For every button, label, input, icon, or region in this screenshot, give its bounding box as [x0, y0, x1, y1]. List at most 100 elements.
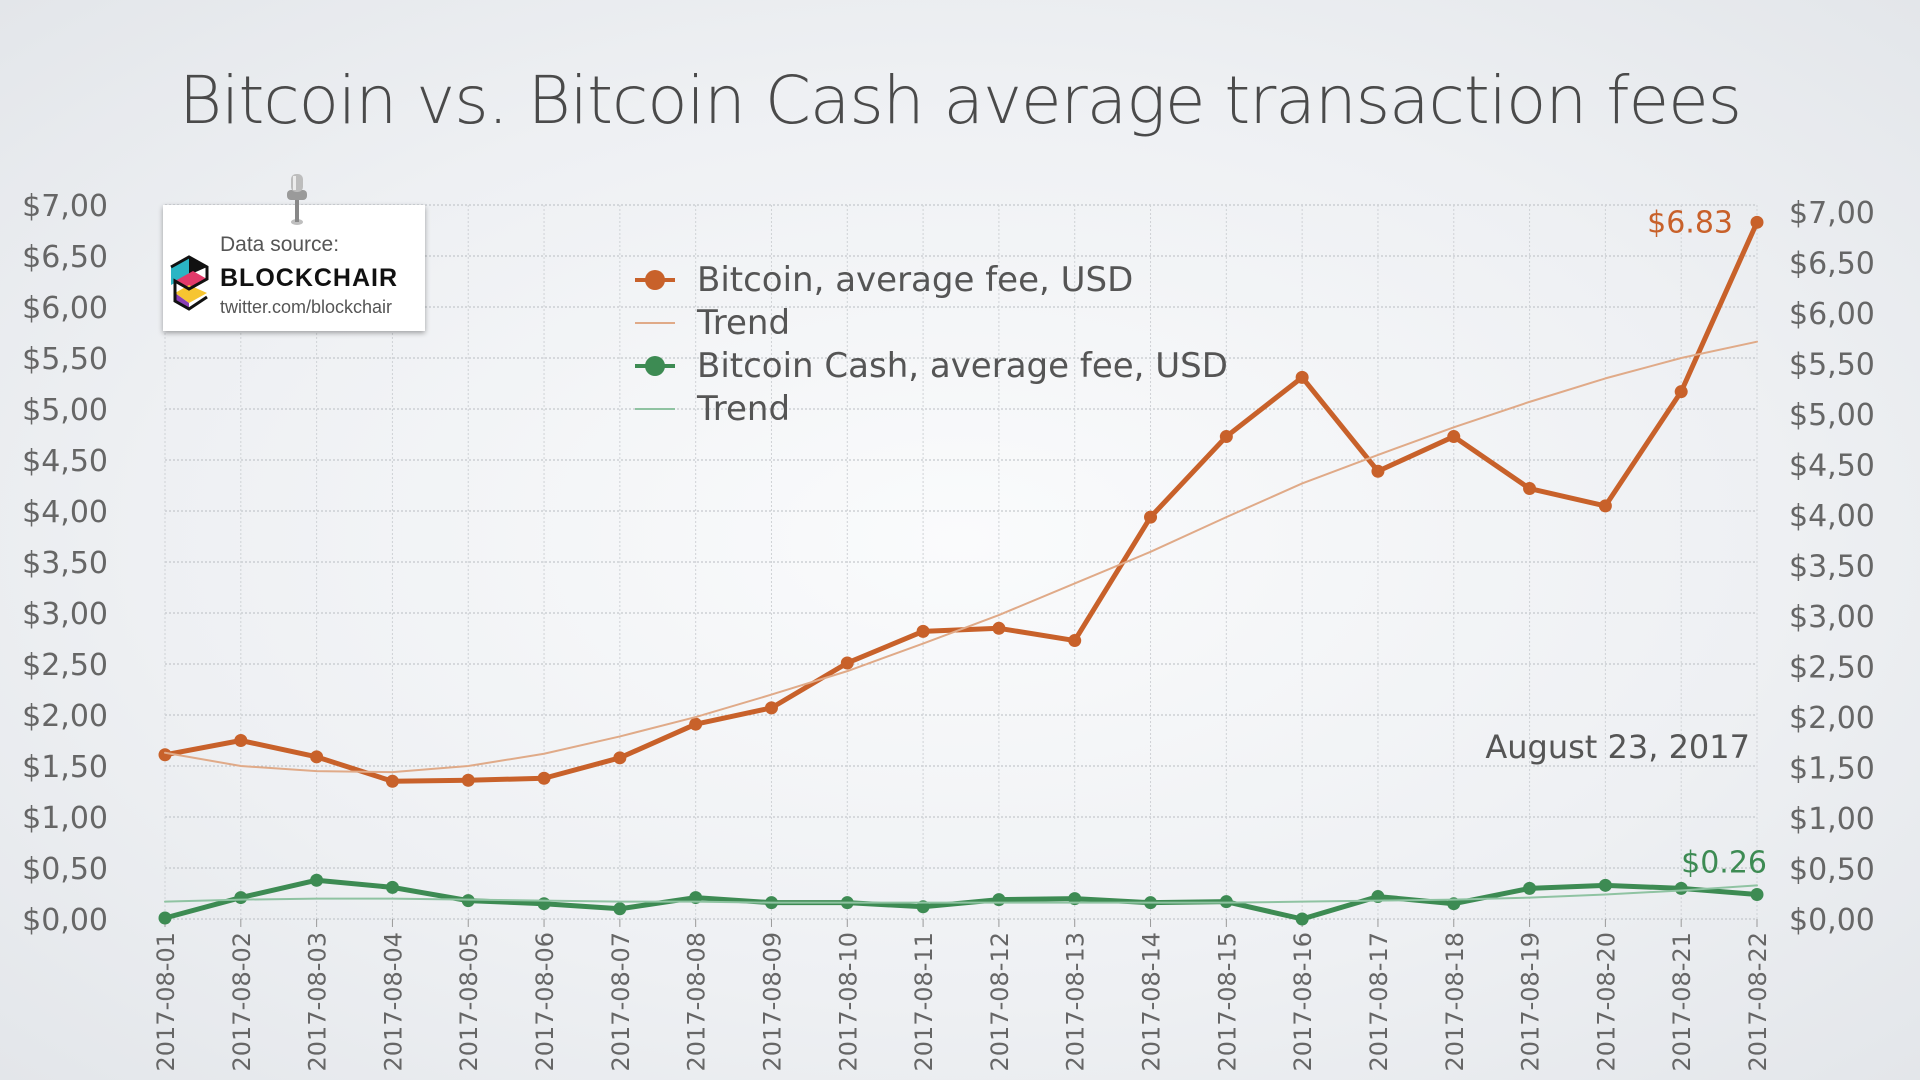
x-tick-label: 2017-08-18	[1441, 932, 1469, 1071]
bitcoin-last-value-label: $6.83	[1647, 205, 1733, 240]
y-tick-label-right: $2,00	[1789, 701, 1875, 736]
x-tick-label: 2017-08-03	[304, 932, 332, 1071]
data-point-series-0	[689, 717, 703, 731]
data-point-series-0	[310, 750, 324, 764]
trend-line-1	[164, 340, 1758, 774]
legend-line-bitcoin-cash-trend	[635, 407, 675, 410]
x-tick-label: 2017-08-09	[758, 932, 786, 1071]
data-point-series-0	[916, 624, 930, 638]
x-tick-label: 2017-08-17	[1365, 932, 1393, 1071]
y-tick-label-right: $6,50	[1789, 247, 1875, 282]
y-tick-label-left: $7,00	[22, 189, 108, 224]
x-tick-label: 2017-08-14	[1138, 932, 1166, 1071]
x-tick-label: 2017-08-22	[1744, 932, 1772, 1071]
legend-item-bitcoin-trend: Trend	[635, 301, 1228, 344]
y-tick-label-right: $5,00	[1789, 398, 1875, 433]
y-tick-label-right: $1,00	[1789, 802, 1875, 837]
data-point-series-2	[158, 911, 172, 925]
y-tick-label-left: $1,50	[22, 750, 108, 785]
data-point-series-0	[234, 734, 248, 747]
data-point-series-0	[764, 701, 778, 715]
data-point-series-2	[1523, 881, 1537, 895]
data-point-series-0	[992, 621, 1006, 635]
legend-item-bitcoin-cash-trend: Trend	[635, 387, 1228, 430]
y-tick-label-left: $5,50	[22, 342, 108, 377]
x-tick-label: 2017-08-05	[455, 932, 483, 1071]
legend-marker-bitcoin	[635, 269, 675, 290]
data-point-series-2	[385, 880, 399, 894]
y-tick-label-left: $0,50	[22, 852, 108, 887]
data-point-series-0	[1371, 464, 1385, 478]
data-point-series-2	[537, 897, 551, 911]
y-tick-label-left: $3,00	[22, 597, 108, 632]
data-point-series-2	[992, 893, 1006, 907]
legend-label-bitcoin-cash-trend: Trend	[697, 388, 791, 429]
data-point-series-2	[1750, 888, 1764, 902]
y-tick-label-left: $6,50	[22, 240, 108, 275]
legend-marker-bitcoin-cash	[635, 355, 675, 376]
data-point-series-2	[1219, 895, 1233, 909]
chart-title: Bitcoin vs. Bitcoin Cash average transac…	[178, 62, 1742, 139]
x-tick-label: 2017-08-20	[1592, 932, 1620, 1071]
y-tick-label-right: $3,50	[1789, 550, 1875, 585]
x-tick-label: 2017-08-04	[379, 932, 407, 1071]
y-tick-label-left: $3,50	[22, 546, 108, 581]
legend-line-bitcoin-trend	[635, 321, 675, 324]
x-tick-label: 2017-08-15	[1213, 932, 1241, 1071]
chart-legend: Bitcoin, average fee, USD Trend Bitcoin …	[635, 258, 1228, 430]
pushpin-icon	[287, 174, 307, 225]
y-tick-label-right: $4,50	[1789, 449, 1875, 484]
y-tick-label-right: $1,50	[1789, 752, 1875, 787]
x-tick-label: 2017-08-08	[683, 932, 711, 1071]
data-point-series-0	[1219, 430, 1233, 444]
data-point-series-2	[310, 873, 324, 887]
y-tick-label-right: $5,50	[1789, 348, 1875, 383]
y-tick-label-right: $2,50	[1789, 651, 1875, 686]
x-tick-label: 2017-08-02	[228, 932, 256, 1071]
y-tick-label-left: $2,00	[22, 699, 108, 734]
data-point-series-2	[613, 902, 627, 916]
data-point-series-0	[1598, 499, 1612, 513]
data-point-series-0	[1674, 385, 1688, 399]
bitcoin-cash-last-value-label: $0.26	[1681, 846, 1767, 881]
x-tick-label: 2017-08-21	[1668, 932, 1696, 1071]
data-point-series-0	[1750, 215, 1764, 229]
y-tick-label-left: $1,00	[22, 801, 108, 836]
date-annotation: August 23, 2017	[1485, 728, 1750, 766]
x-tick-label: 2017-08-13	[1062, 932, 1090, 1071]
legend-item-bitcoin: Bitcoin, average fee, USD	[635, 258, 1228, 301]
y-tick-label-left: $0,00	[22, 903, 108, 938]
data-point-series-0	[1068, 634, 1082, 648]
legend-label-bitcoin: Bitcoin, average fee, USD	[697, 259, 1134, 300]
data-source-label: Data source:	[220, 233, 340, 256]
data-point-series-0	[840, 656, 854, 670]
data-point-series-0	[461, 773, 475, 787]
x-tick-label: 2017-08-01	[152, 932, 180, 1071]
data-point-series-2	[461, 894, 475, 908]
data-point-series-0	[158, 748, 172, 762]
y-tick-label-left: $6,00	[22, 291, 108, 326]
trend-line-3	[164, 884, 1758, 904]
data-source-brand: BLOCKCHAIR	[220, 264, 399, 292]
data-source-card: Data source: BLOCKCHAIR twitter.com/bloc…	[163, 205, 425, 331]
x-tick-label: 2017-08-10	[834, 932, 862, 1071]
y-tick-label-left: $4,00	[22, 495, 108, 530]
x-tick-label: 2017-08-12	[986, 932, 1014, 1071]
y-tick-label-right: $6,00	[1789, 297, 1875, 332]
data-point-series-0	[385, 774, 399, 788]
data-point-series-2	[234, 891, 248, 905]
x-tick-label: 2017-08-11	[910, 932, 938, 1071]
blockchair-logo-icon	[170, 255, 209, 311]
y-tick-label-right: $0,50	[1789, 853, 1875, 888]
y-tick-label-left: $5,00	[22, 393, 108, 428]
x-tick-label: 2017-08-16	[1289, 932, 1317, 1071]
data-source-link[interactable]: twitter.com/blockchair	[220, 297, 393, 317]
data-point-series-0	[1295, 370, 1309, 384]
y-tick-label-right: $0,00	[1789, 903, 1875, 938]
data-point-series-2	[1295, 912, 1309, 926]
x-tick-label: 2017-08-06	[531, 932, 559, 1071]
data-point-series-0	[1144, 510, 1158, 524]
x-tick-label: 2017-08-07	[607, 932, 635, 1071]
data-point-series-0	[537, 771, 551, 785]
